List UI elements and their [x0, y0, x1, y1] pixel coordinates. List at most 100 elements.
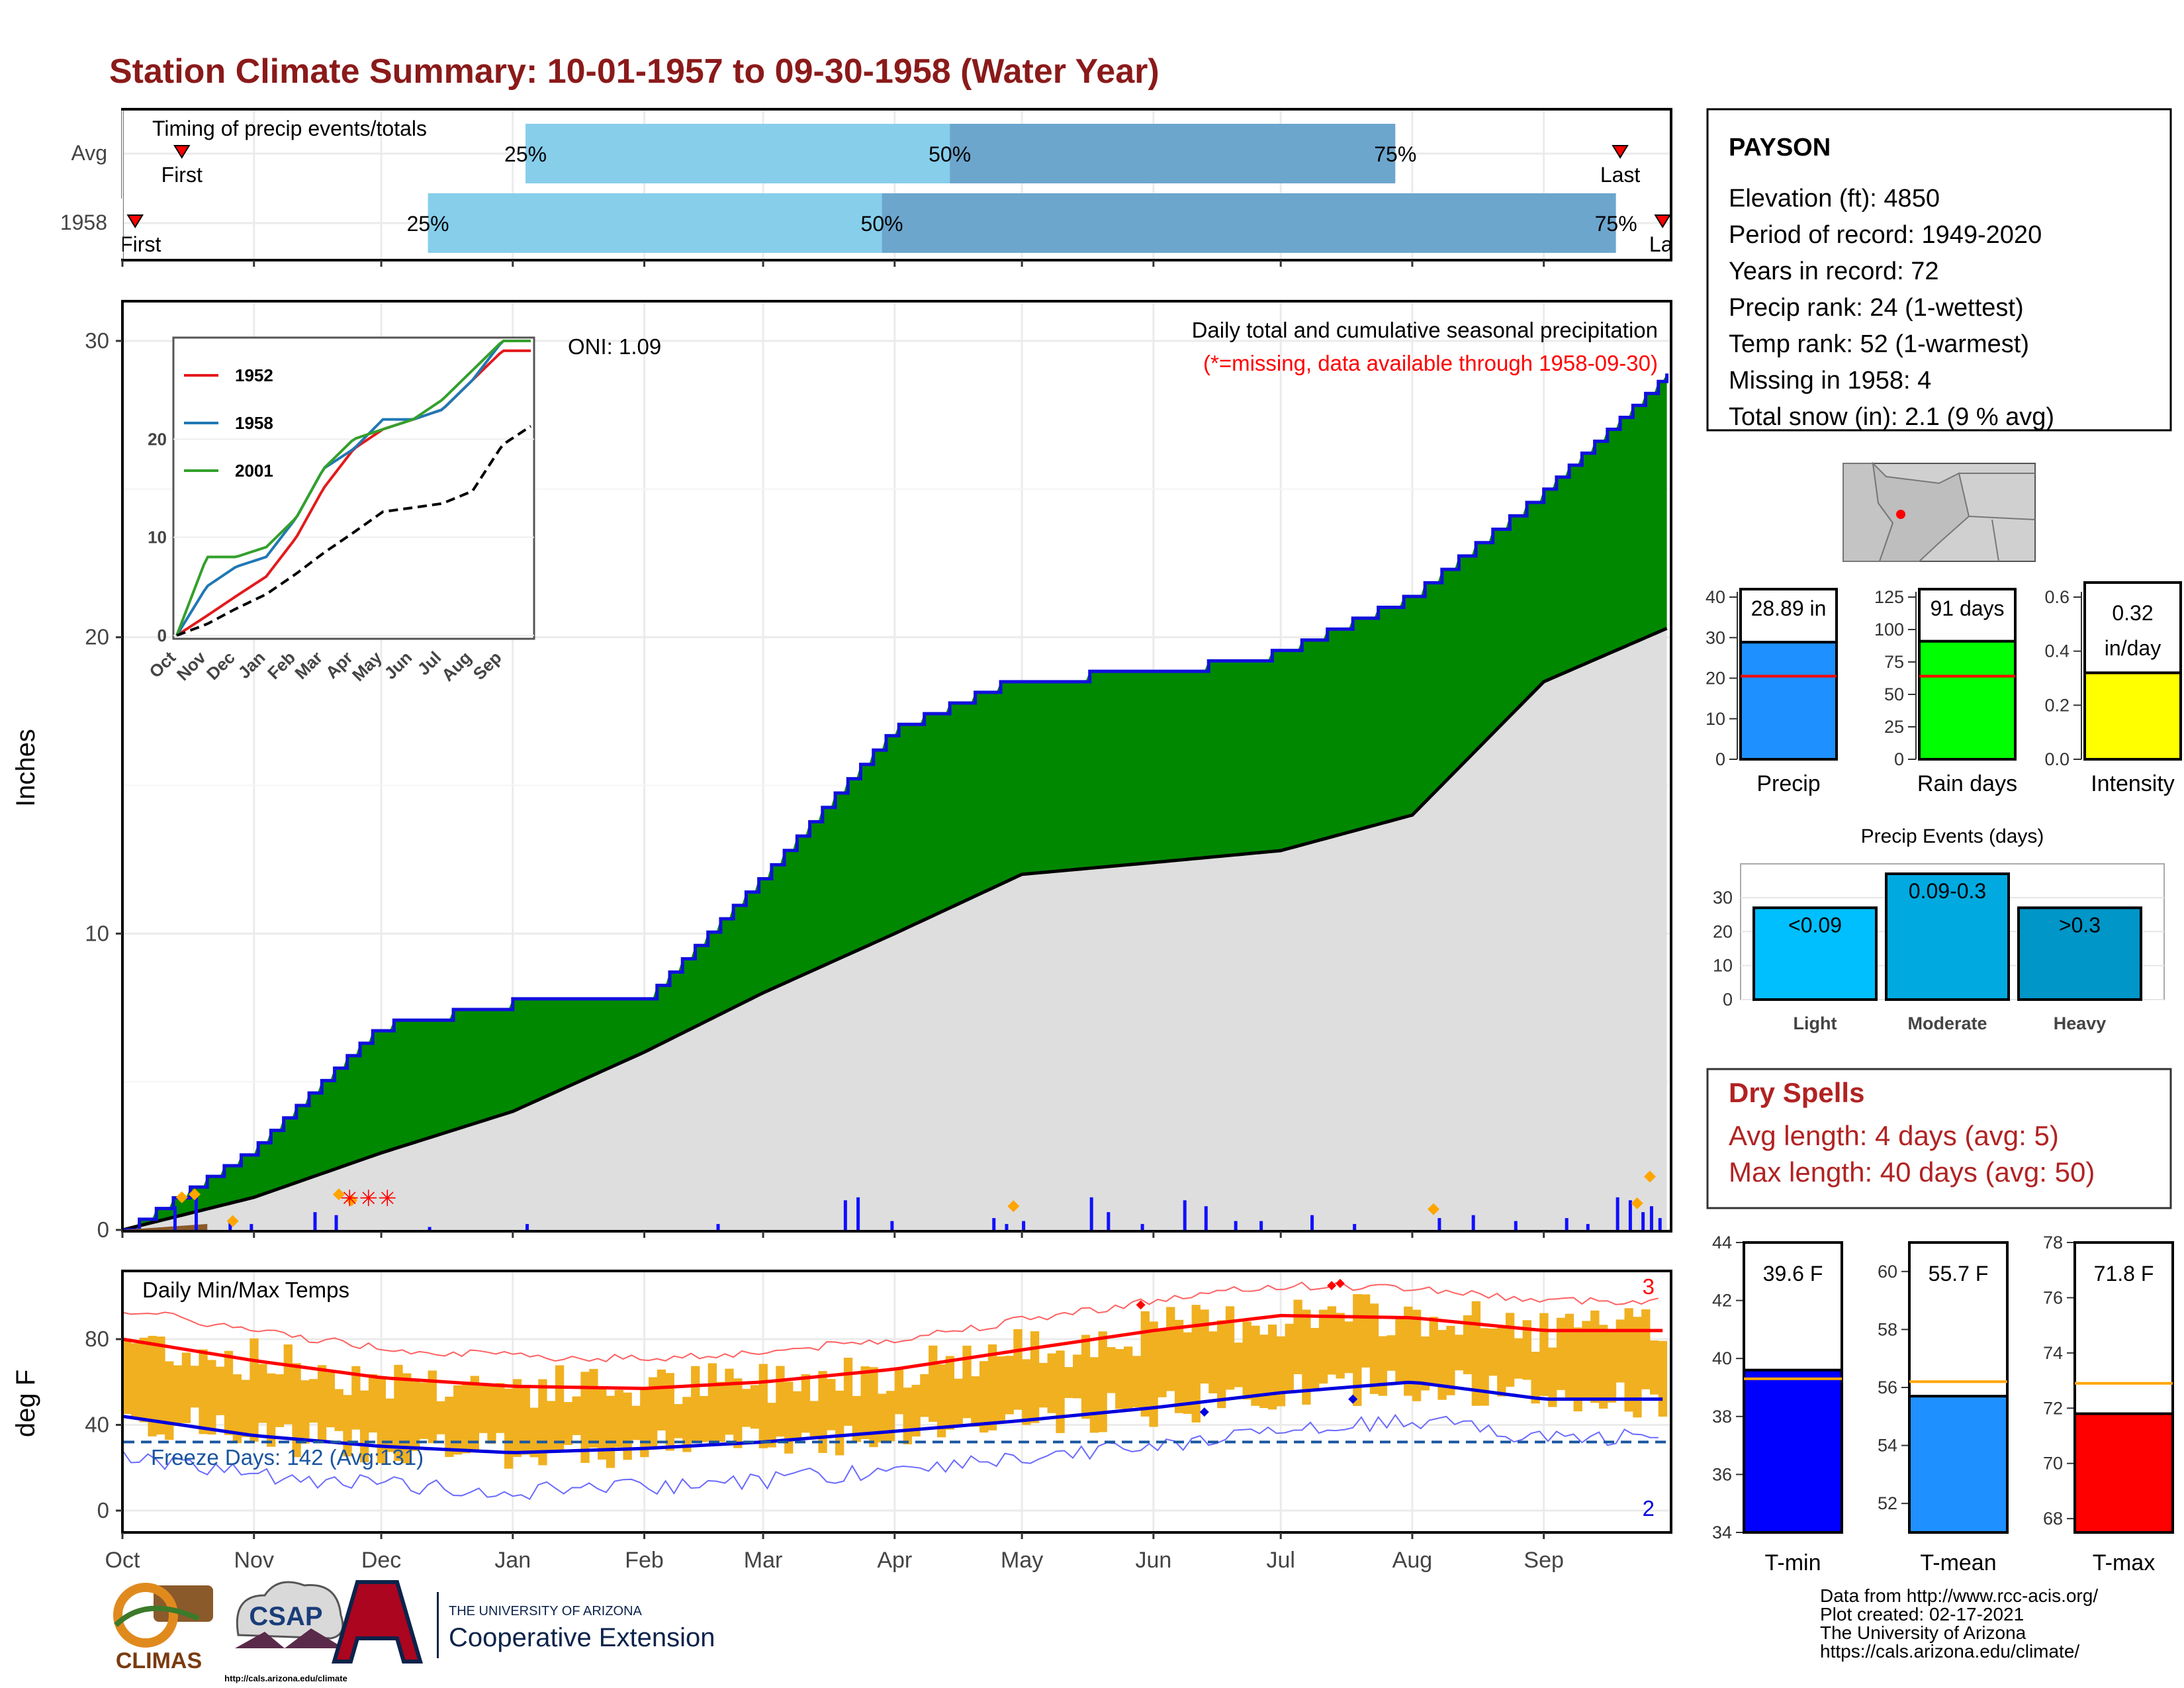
tbar-value-label: 39.6 F [1763, 1262, 1823, 1286]
footer-url: https://cals.arizona.edu/climate/ [1820, 1641, 2079, 1662]
daily-temp-bar [920, 1374, 929, 1417]
daily-temp-bar [1123, 1346, 1133, 1412]
normal-cumulative-area [122, 628, 1667, 1230]
last-event-marker [1654, 214, 1671, 228]
daily-temp-bar [1378, 1336, 1387, 1396]
daily-precip-bar [1615, 1197, 1619, 1230]
daily-precip-bar [428, 1227, 432, 1230]
daily-precip-bar [1514, 1221, 1518, 1230]
daily-temp-bar [911, 1385, 921, 1437]
timing-pct-50: 50% [861, 212, 903, 236]
daily-temp-bar [1132, 1356, 1142, 1408]
daily-temp-bar [1590, 1310, 1600, 1403]
daily-temp-bar [606, 1395, 615, 1468]
precip-ytick-label: 10 [85, 921, 109, 945]
tbar-ytick-label: 60 [1878, 1262, 1897, 1282]
record-low-count: 2 [1643, 1496, 1655, 1521]
daily-precip-bar [856, 1197, 860, 1230]
daily-temp-bar [1183, 1332, 1193, 1414]
daily-temp-bar [1115, 1348, 1124, 1409]
mini-ytick-label: 75 [1884, 652, 1904, 672]
daily-temp-bar [1420, 1336, 1430, 1391]
daily-temp-bar [461, 1382, 471, 1454]
daily-temp-bar [1056, 1350, 1065, 1433]
inset-cumulative-chart: 01020195219582001OctNovDecJanFebMarAprMa… [145, 336, 535, 685]
daily-precip-bar [1089, 1197, 1093, 1230]
daily-precip-bar [1649, 1206, 1653, 1230]
tbar-ytick-label: 52 [1878, 1493, 1897, 1513]
daily-temp-bar [563, 1401, 573, 1445]
daily-temp-bar [1013, 1329, 1023, 1410]
daily-temp-bar [1429, 1317, 1438, 1384]
daily-temp-bar [1047, 1353, 1056, 1413]
inset-legend-label: 1952 [235, 365, 273, 385]
timing-pct-75: 75% [1595, 212, 1637, 236]
first-event-marker [126, 214, 144, 228]
snow-marker [1427, 1203, 1439, 1215]
daily-temp-bar [1318, 1309, 1328, 1384]
daily-temp-bar [598, 1388, 607, 1460]
daily-precip-bar [1140, 1224, 1144, 1230]
daily-temp-bar [1276, 1336, 1286, 1407]
daily-temp-bar [801, 1374, 811, 1433]
snow-marker [1643, 1170, 1656, 1183]
daily-temp-bar [317, 1365, 327, 1444]
daily-temp-bar [886, 1391, 895, 1442]
daily-temp-bar [1361, 1294, 1371, 1368]
dry-spells-max: Max length: 40 days (avg: 50) [1729, 1156, 2095, 1188]
daily-temp-bar [199, 1349, 208, 1434]
tbar-ytick-label: 56 [1878, 1378, 1897, 1397]
daily-precip-bar [334, 1215, 338, 1230]
daily-temp-bar [1514, 1338, 1524, 1379]
daily-precip-bar [1658, 1218, 1662, 1230]
record-marker [1199, 1407, 1209, 1417]
daily-temp-bar [987, 1344, 997, 1430]
record-high-line [122, 1282, 1659, 1363]
daily-temp-bar [733, 1378, 743, 1448]
daily-precip-bar [1259, 1221, 1263, 1230]
daily-temp-bar [1073, 1354, 1082, 1399]
daily-temp-bar [843, 1358, 853, 1426]
daily-temp-bar [250, 1338, 259, 1442]
daily-temp-bar [818, 1371, 827, 1453]
locator-map [1843, 461, 2036, 562]
mini-ytick-label: 40 [1706, 587, 1725, 607]
station-frame [1706, 108, 2172, 432]
daily-temp-bar [410, 1380, 420, 1452]
daily-temp-bar [419, 1382, 429, 1439]
record-marker [1335, 1278, 1345, 1288]
daily-temp-bar [1293, 1299, 1302, 1374]
mini-ytick-label: 20 [1706, 669, 1725, 688]
normal-max-line [122, 1313, 1663, 1390]
daily-temp-bar [1463, 1315, 1473, 1374]
inset-normal-line [176, 425, 532, 637]
daily-precip-bar [1353, 1224, 1357, 1230]
daily-precip-bar [250, 1224, 253, 1230]
record-marker [1136, 1300, 1146, 1310]
precip-ytick-label: 30 [85, 328, 109, 353]
daily-temp-bar [1038, 1362, 1048, 1408]
month-tick-label: Mar [744, 1548, 783, 1573]
events-ytick-label: 0 [1723, 990, 1733, 1009]
temp-ylabel: deg F [11, 1370, 40, 1437]
tbar-ytick-label: 76 [2043, 1288, 2063, 1307]
timing-mask-left [79, 199, 122, 258]
daily-temp-bar [903, 1387, 912, 1444]
daily-temp-bar [1022, 1359, 1031, 1425]
daily-temp-bar [1658, 1340, 1668, 1417]
daily-temp-bar [1446, 1325, 1455, 1395]
daily-temp-bar [860, 1366, 870, 1439]
inset-series-line [175, 340, 531, 637]
daily-temp-bar [1599, 1325, 1608, 1409]
mini-ytick-label: 25 [1884, 717, 1904, 737]
daily-temp-bar [954, 1378, 963, 1427]
daily-temp-bar [173, 1365, 183, 1427]
daily-temp-bar [1471, 1301, 1481, 1406]
daily-temp-bar [275, 1374, 285, 1427]
daily-temp-bar [758, 1364, 768, 1448]
daily-precip-bar [1471, 1215, 1475, 1230]
dry-spells-title: Dry Spells [1729, 1077, 1864, 1108]
daily-precip-bar [1204, 1206, 1208, 1230]
daily-temp-bar [572, 1396, 581, 1435]
